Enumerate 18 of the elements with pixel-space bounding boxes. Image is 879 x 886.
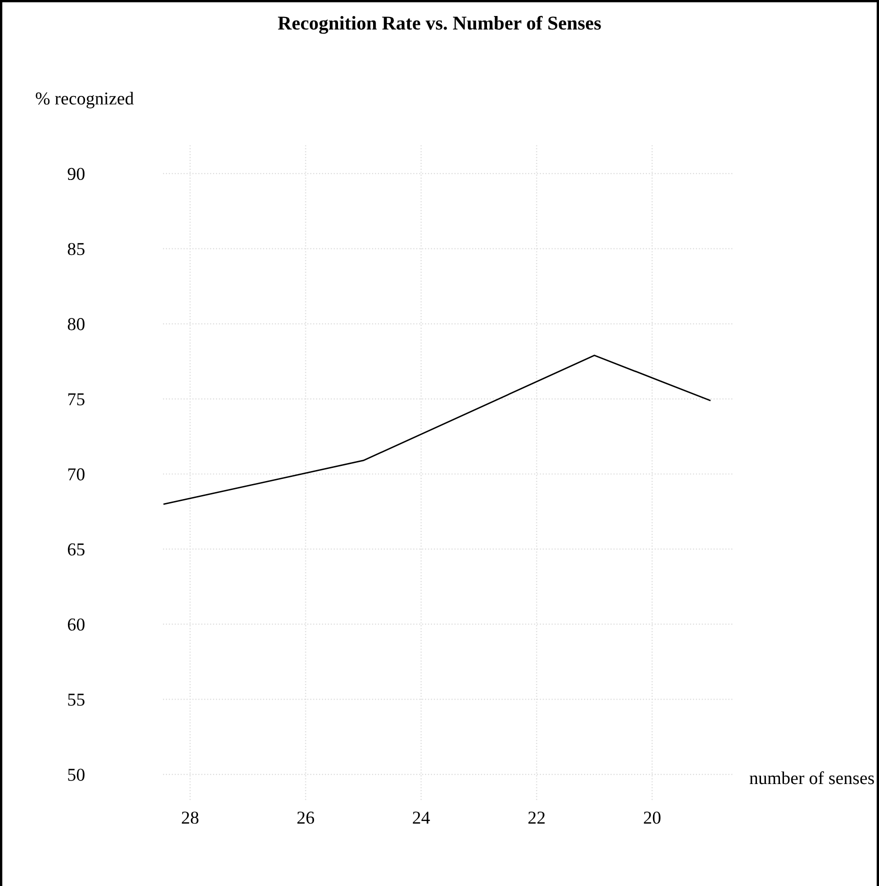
- x-tick-label: 20: [644, 812, 660, 824]
- y-axis-title: % recognized: [36, 92, 134, 108]
- y-tick-label: 50: [68, 768, 84, 781]
- line-series: [163, 354, 711, 505]
- x-axis-title: number of senses: [750, 771, 874, 784]
- y-tick-label: 60: [68, 618, 84, 631]
- x-tick-label: 28: [182, 812, 198, 824]
- y-tick-label: 55: [68, 694, 84, 706]
- x-tick-label: 24: [412, 812, 430, 824]
- y-tick-label: 65: [68, 543, 84, 556]
- x-tick-label: 22: [528, 812, 545, 824]
- y-tick-label: 85: [68, 242, 84, 256]
- y-tick-label: 90: [68, 168, 84, 180]
- y-tick-label: 80: [68, 318, 84, 330]
- chart-title: Recognition Rate vs. Number of Senses: [278, 16, 601, 34]
- x-tick-label: 26: [297, 812, 314, 824]
- y-tick-label: 70: [68, 468, 84, 480]
- y-tick-label: 75: [68, 393, 84, 406]
